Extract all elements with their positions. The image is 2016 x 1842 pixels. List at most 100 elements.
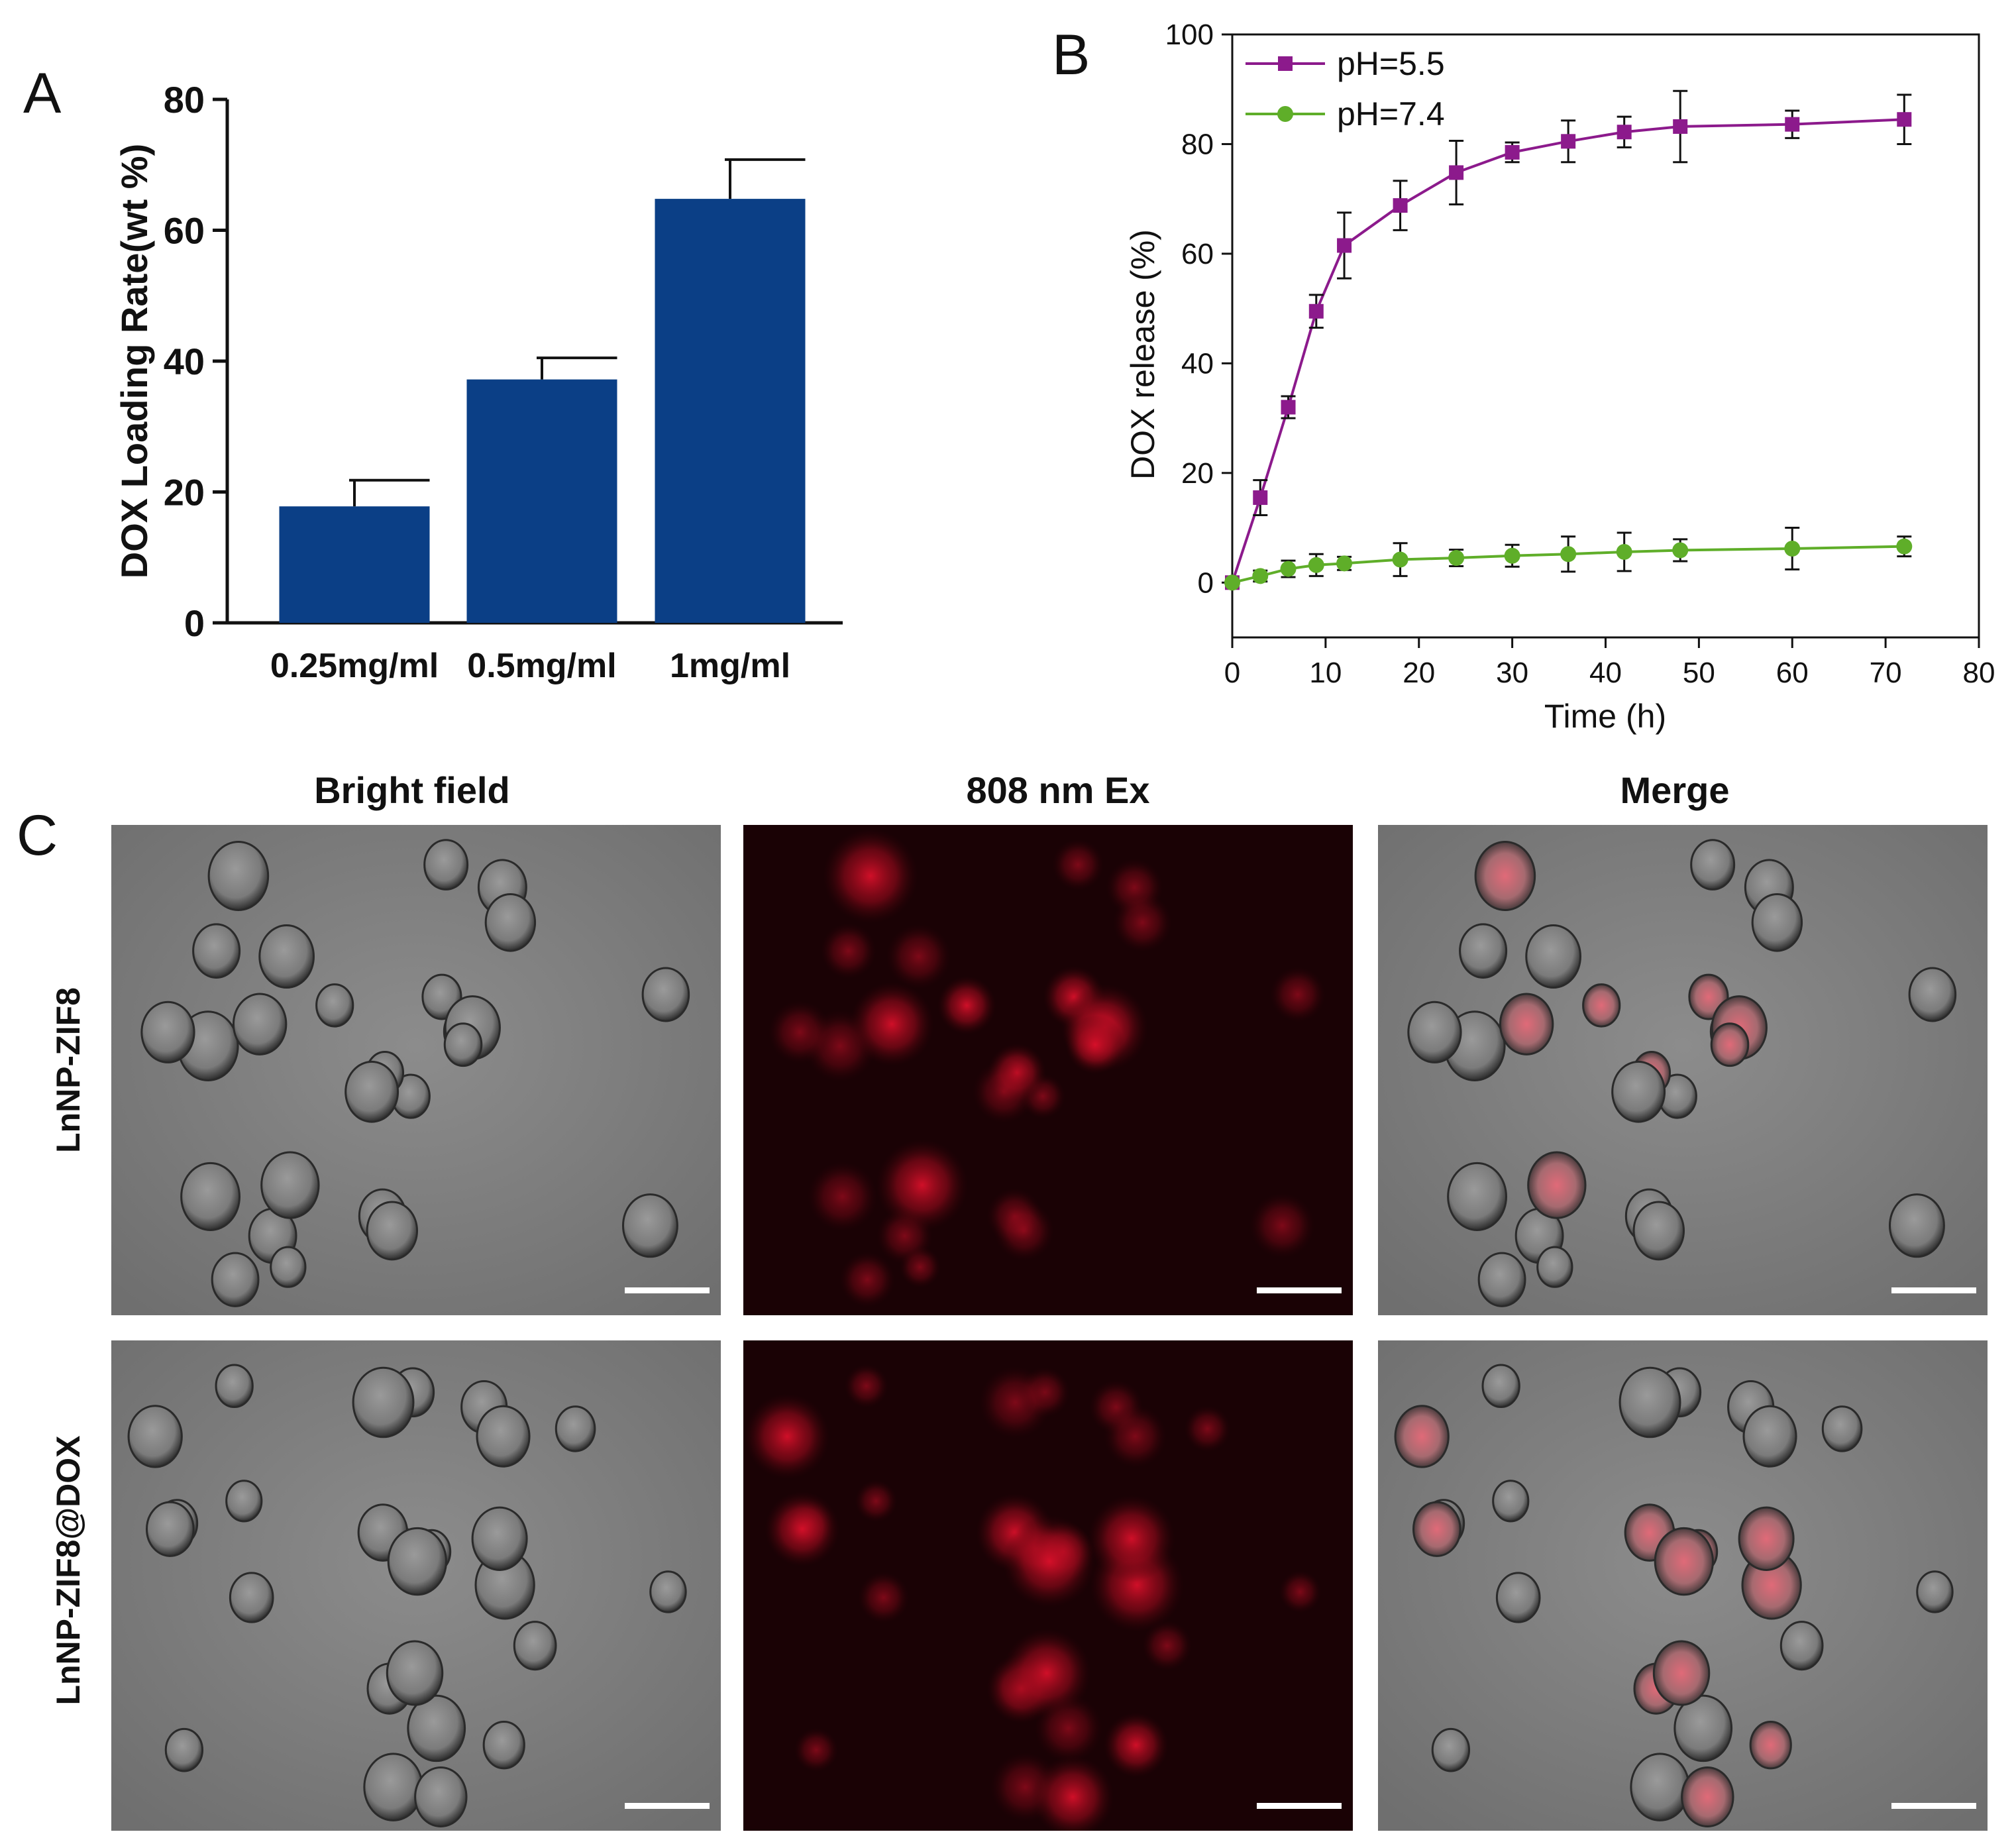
b-x-tick-label: 0 (1224, 657, 1240, 689)
fluorescent-cell (1112, 893, 1173, 952)
b-legend-marker (1278, 56, 1293, 71)
b-point-ph55 (1308, 303, 1324, 319)
cell (232, 993, 288, 1056)
b-y-tick-label: 0 (1198, 567, 1214, 599)
b-point-ph74 (1336, 555, 1353, 572)
cell (1447, 1162, 1508, 1231)
merge-image (1378, 1340, 1988, 1831)
fluorescent-cell (839, 1252, 895, 1308)
fluorescent-cell (807, 1162, 878, 1232)
b-point-ph55 (1785, 117, 1800, 132)
cell (1779, 1621, 1824, 1671)
fluorescent-cell (899, 1246, 941, 1288)
cell (1749, 1720, 1792, 1770)
b-x-tick-label: 60 (1776, 657, 1809, 689)
cell (192, 923, 241, 979)
fluorescent-cell (849, 982, 934, 1067)
fluorescent-cell (844, 1364, 888, 1408)
panel-letter-a: A (23, 62, 62, 125)
cell (443, 1022, 483, 1067)
b-legend: pH=5.5 pH=7.4 (1246, 45, 1445, 133)
cell (387, 1527, 447, 1596)
cell (1431, 1727, 1471, 1772)
cell (164, 1727, 204, 1772)
cell (1407, 1001, 1462, 1063)
cell (1536, 1246, 1573, 1288)
b-point-ph55 (1393, 198, 1408, 213)
cell (211, 1252, 260, 1307)
b-point-ph55 (1449, 165, 1464, 180)
b-point-ph74 (1252, 568, 1269, 584)
fluorescent-cell (820, 923, 876, 979)
b-x-tick-label: 50 (1683, 657, 1715, 689)
b-point-ph74 (1672, 542, 1689, 559)
b-point-ph74 (1308, 557, 1324, 573)
cell (1618, 1366, 1681, 1438)
a-bar (279, 506, 430, 623)
cell (215, 1364, 254, 1409)
b-point-ph55 (1897, 112, 1912, 127)
panel-letter-c: C (17, 804, 58, 867)
cell (1459, 923, 1508, 979)
cell (471, 1506, 528, 1571)
bright-field-image (111, 825, 721, 1315)
fluorescent-cell (1003, 1515, 1096, 1608)
cell (352, 1366, 415, 1438)
c-row-label-lnnp-zif8: LnNP-ZIF8 (50, 987, 87, 1153)
a-y-tick-label: 80 (164, 79, 205, 121)
cell (1582, 983, 1621, 1028)
bright-field-image (111, 1340, 721, 1831)
panel-letter-b: B (1052, 23, 1090, 87)
b-series-line (1231, 118, 1905, 583)
cell (1495, 1572, 1541, 1623)
cell (1673, 1694, 1733, 1762)
a-bar (655, 199, 806, 623)
scale-bar (1257, 1803, 1342, 1809)
b-x-tick-label: 40 (1589, 657, 1622, 689)
fluorescent-cell (937, 976, 996, 1035)
fluorescent-cell (994, 1201, 1055, 1261)
b-x-tick-label: 20 (1403, 657, 1435, 689)
scale-bar (1257, 1287, 1342, 1293)
b-point-ph74 (1224, 574, 1240, 591)
fluorescent-cell (979, 1366, 1052, 1439)
b-y-tick-label: 20 (1181, 457, 1214, 490)
cell (1477, 1252, 1526, 1307)
b-point-ph74 (1560, 546, 1577, 563)
cell (1654, 1527, 1714, 1596)
cell (407, 1694, 466, 1762)
b-point-ph74 (1616, 543, 1632, 560)
scale-bar (625, 1803, 710, 1809)
cell (423, 839, 469, 891)
cell (315, 983, 354, 1028)
b-x-tick-label: 30 (1496, 657, 1528, 689)
cell (482, 1720, 525, 1770)
cell (345, 1060, 399, 1123)
a-y-tick-label: 20 (164, 472, 205, 514)
fluorescent-cell (1142, 1621, 1193, 1671)
fluorescent-cell (794, 1727, 839, 1772)
b-point-ph55 (1253, 490, 1268, 506)
cell (366, 1201, 419, 1261)
cell (127, 1405, 183, 1468)
fluorescent-cell (1184, 1405, 1231, 1452)
a-bar (466, 379, 617, 623)
cell (140, 1001, 195, 1063)
cell (1525, 924, 1582, 989)
fluorescent-cell (1052, 839, 1104, 891)
b-point-ph55 (1673, 119, 1688, 134)
b-point-ph55 (1617, 125, 1632, 140)
fluorescent-cell (1279, 1570, 1322, 1613)
b-point-ph74 (1280, 561, 1297, 577)
fluorescent-cell (1103, 1712, 1169, 1778)
b-x-tick-label: 70 (1870, 657, 1902, 689)
scale-bar (625, 1287, 710, 1293)
cell (1492, 1480, 1530, 1523)
cell (1710, 1022, 1750, 1067)
c-title-merge: Merge (1620, 769, 1730, 811)
b-legend-label: pH=7.4 (1337, 95, 1445, 133)
cell (207, 841, 270, 912)
cell (649, 1570, 687, 1613)
fluorescence-808-image (743, 1340, 1353, 1831)
